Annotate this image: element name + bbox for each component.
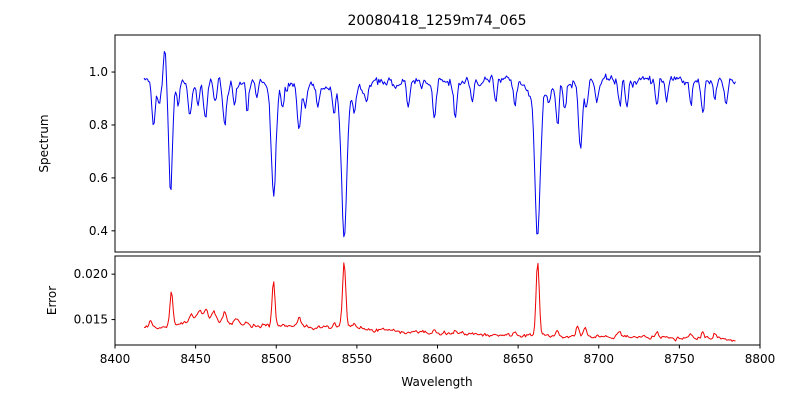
error-line xyxy=(143,262,736,342)
error-y-axis-label: Error xyxy=(45,286,59,315)
y-tick-label: 0.020 xyxy=(74,267,108,281)
x-tick-label: 8550 xyxy=(342,352,373,366)
series-group xyxy=(143,51,736,342)
y-tick-label: 1.0 xyxy=(89,65,108,79)
x-tick-label: 8600 xyxy=(422,352,453,366)
x-axis-label: Wavelength xyxy=(401,375,472,389)
y-tick-label: 0.8 xyxy=(89,118,108,132)
x-tick-label: 8400 xyxy=(100,352,131,366)
x-tick-label: 8500 xyxy=(261,352,292,366)
y-tick-label: 0.4 xyxy=(89,224,108,238)
x-tick-label: 8800 xyxy=(745,352,776,366)
figure-title: 20080418_1259m74_065 xyxy=(347,13,526,29)
y-tick-label: 0.015 xyxy=(74,313,108,327)
error-panel xyxy=(114,255,761,346)
spectrum-line xyxy=(143,51,736,238)
x-tick-label: 8650 xyxy=(503,352,534,366)
ticks-group: 0.4 0.6 0.8 1.0 0.015 0.020 8400 8450 8500 8550 86… xyxy=(74,65,776,366)
spectrum-y-axis-label: Spectrum xyxy=(37,114,51,172)
x-tick-label: 8750 xyxy=(664,352,695,366)
x-tick-label: 8450 xyxy=(180,352,211,366)
x-tick-label: 8700 xyxy=(583,352,614,366)
spectrum-panel xyxy=(114,34,761,253)
y-tick-label: 0.6 xyxy=(89,171,108,185)
